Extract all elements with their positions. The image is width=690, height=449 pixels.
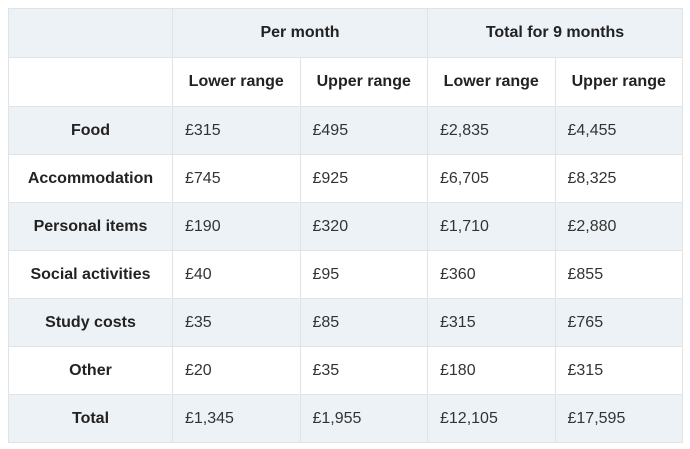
- table-row-study-costs: Study costs £35 £85 £315 £765: [8, 298, 683, 347]
- cell-value: £1,955: [299, 394, 428, 443]
- table-row-other: Other £20 £35 £180 £315: [8, 346, 683, 395]
- cell-value: £2,835: [427, 106, 556, 155]
- group-header-row: Per month Total for 9 months: [8, 8, 683, 58]
- row-label: Accommodation: [8, 154, 173, 203]
- cell-value: £40: [172, 250, 301, 299]
- table-row-total: Total £1,345 £1,955 £12,105 £17,595: [8, 394, 683, 443]
- row-label: Social activities: [8, 250, 173, 299]
- student-cost-table: Per month Total for 9 months Lower range…: [8, 8, 683, 443]
- col-header-total-upper: Upper range: [554, 57, 683, 107]
- cell-value: £315: [427, 298, 556, 347]
- cell-value: £1,710: [427, 202, 556, 251]
- corner-cell-sub: [8, 57, 173, 107]
- row-label: Study costs: [8, 298, 173, 347]
- cell-value: £180: [427, 346, 556, 395]
- table-row-social-activities: Social activities £40 £95 £360 £855: [8, 250, 683, 299]
- cell-value: £35: [172, 298, 301, 347]
- row-label: Other: [8, 346, 173, 395]
- cell-value: £745: [172, 154, 301, 203]
- cell-value: £17,595: [554, 394, 683, 443]
- row-label: Food: [8, 106, 173, 155]
- cell-value: £12,105: [427, 394, 556, 443]
- cell-value: £6,705: [427, 154, 556, 203]
- cell-value: £8,325: [554, 154, 683, 203]
- group-header-per-month: Per month: [172, 8, 428, 58]
- cell-value: £1,345: [172, 394, 301, 443]
- cell-value: £315: [554, 346, 683, 395]
- cell-value: £190: [172, 202, 301, 251]
- col-header-month-upper: Upper range: [299, 57, 428, 107]
- table-row-food: Food £315 £495 £2,835 £4,455: [8, 106, 683, 155]
- cell-value: £95: [299, 250, 428, 299]
- corner-cell-top: [8, 8, 173, 58]
- sub-header-row: Lower range Upper range Lower range Uppe…: [8, 57, 683, 107]
- cell-value: £85: [299, 298, 428, 347]
- cell-value: £925: [299, 154, 428, 203]
- group-header-total-9-months: Total for 9 months: [427, 8, 683, 58]
- cell-value: £765: [554, 298, 683, 347]
- cell-value: £315: [172, 106, 301, 155]
- row-label: Total: [8, 394, 173, 443]
- row-label: Personal items: [8, 202, 173, 251]
- cell-value: £35: [299, 346, 428, 395]
- col-header-month-lower: Lower range: [172, 57, 301, 107]
- cell-value: £20: [172, 346, 301, 395]
- table-row-personal-items: Personal items £190 £320 £1,710 £2,880: [8, 202, 683, 251]
- table-row-accommodation: Accommodation £745 £925 £6,705 £8,325: [8, 154, 683, 203]
- col-header-total-lower: Lower range: [427, 57, 556, 107]
- cell-value: £495: [299, 106, 428, 155]
- cell-value: £2,880: [554, 202, 683, 251]
- cell-value: £855: [554, 250, 683, 299]
- cell-value: £320: [299, 202, 428, 251]
- cell-value: £4,455: [554, 106, 683, 155]
- cell-value: £360: [427, 250, 556, 299]
